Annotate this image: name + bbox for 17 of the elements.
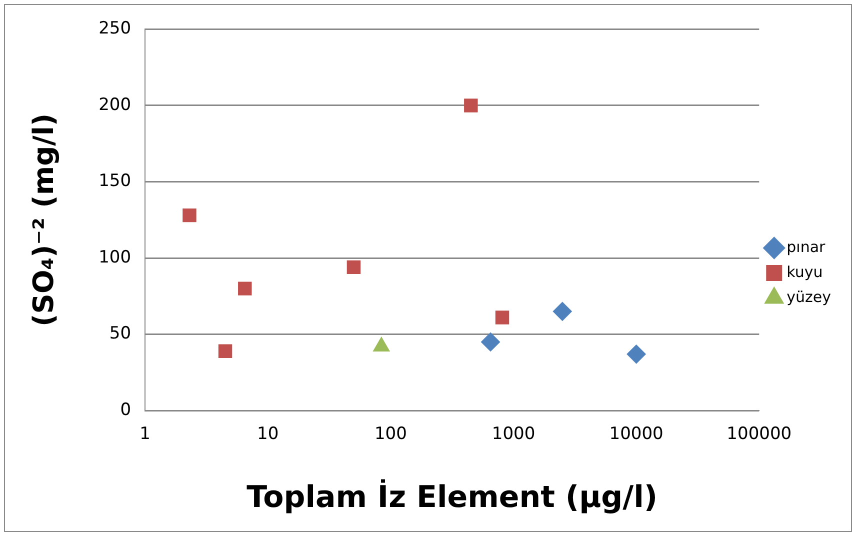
y-tick-label: 200 bbox=[98, 94, 132, 115]
y-tick-label: 250 bbox=[98, 18, 132, 39]
y-tick-label: 50 bbox=[109, 324, 132, 344]
y-tick-label: 150 bbox=[98, 171, 132, 192]
legend-label: yüzey bbox=[786, 288, 832, 306]
legend-label: pınar bbox=[786, 238, 826, 256]
y-tick-label: 100 bbox=[98, 247, 132, 268]
legend-label: kuyu bbox=[786, 262, 823, 281]
x-tick-label: 1 bbox=[140, 424, 150, 444]
y-tick-label: 0 bbox=[120, 400, 132, 420]
x-tick-label: 100000 bbox=[726, 424, 792, 444]
x-tick-label: 10 bbox=[257, 424, 279, 444]
y-axis-title: (SO₄)⁻² (mg/l) bbox=[27, 113, 60, 327]
x-tick-label: 10000 bbox=[609, 424, 664, 444]
x-tick-label: 1000 bbox=[492, 424, 536, 444]
x-tick-label: 100 bbox=[374, 424, 407, 444]
x-axis-title: Toplam İz Element (µg/l) bbox=[246, 478, 658, 515]
